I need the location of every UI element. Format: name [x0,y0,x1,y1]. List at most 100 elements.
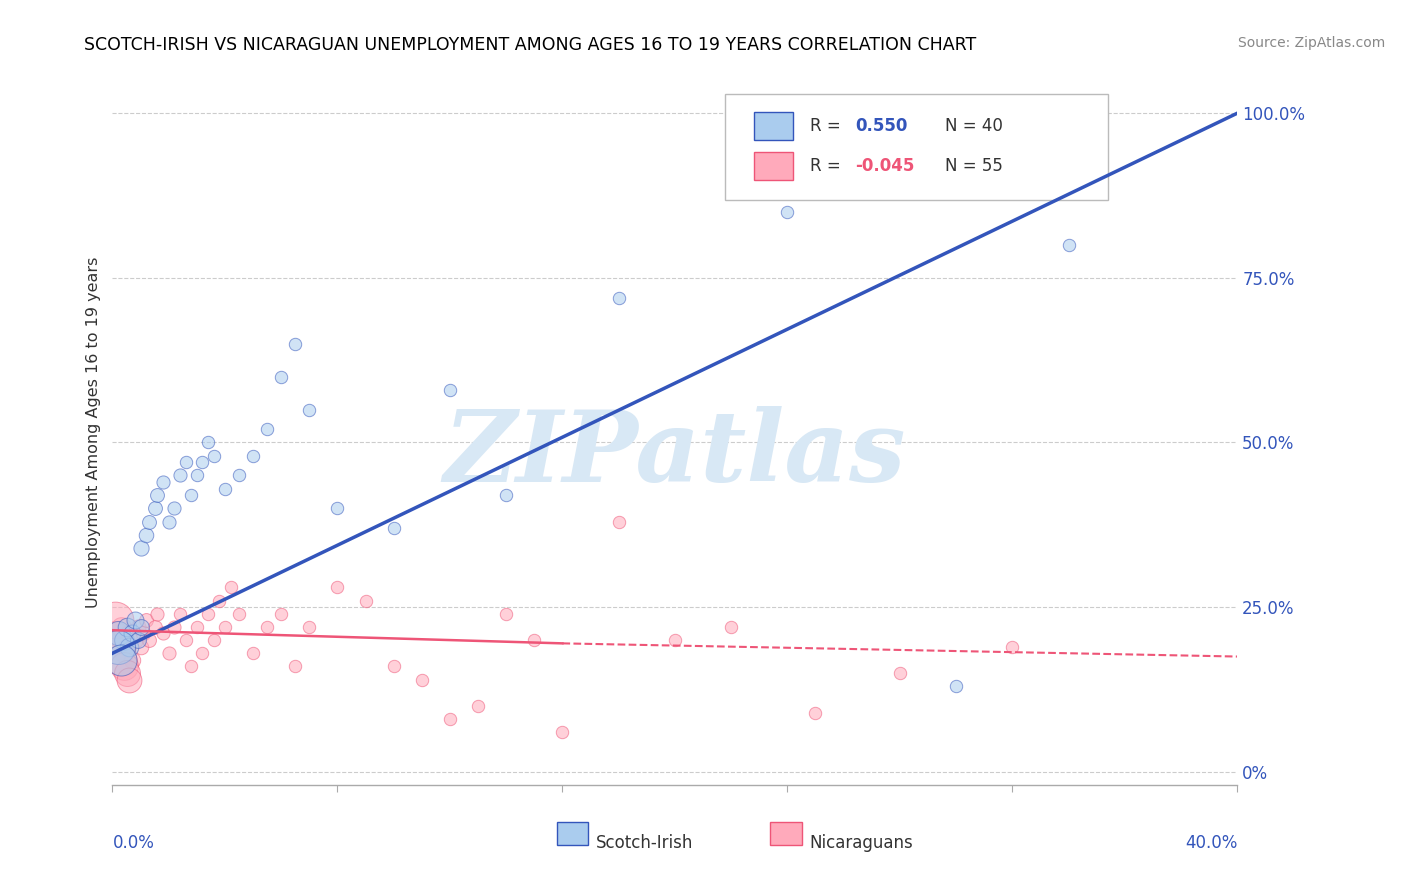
Point [118,640,141,654]
Point [110,653,132,667]
Point [121,626,143,640]
Text: Scotch-Irish: Scotch-Irish [596,834,693,852]
Point [127,620,149,634]
Point [228,607,250,621]
Point [112,633,135,648]
Point [1001,640,1024,654]
Point [124,633,146,648]
Point [186,468,208,483]
Text: R =: R = [810,157,841,175]
Point [242,449,264,463]
Point [107,640,129,654]
Point [214,482,236,496]
Text: 0.550: 0.550 [855,117,907,135]
Point [143,620,166,634]
Point [551,725,574,739]
Point [138,515,160,529]
Point [107,626,129,640]
Point [495,488,517,502]
Point [945,679,967,693]
Text: Nicaraguans: Nicaraguans [810,834,914,852]
Point [157,515,180,529]
Text: N = 55: N = 55 [945,157,1002,175]
Point [439,383,461,397]
Bar [754,153,793,180]
Point [143,501,166,516]
Point [284,659,307,673]
Point [191,646,214,660]
Point [146,607,169,621]
Point [115,640,138,654]
Point [191,455,214,469]
Point [107,640,129,654]
Point [110,653,132,667]
Point [163,620,186,634]
Point [219,581,242,595]
Point [132,626,155,640]
Point [284,336,307,351]
Point [180,659,202,673]
Point [112,646,135,660]
Point [228,468,250,483]
Text: -0.045: -0.045 [855,157,914,175]
Point [197,607,219,621]
Point [169,607,191,621]
Point [110,620,132,634]
Point [174,633,197,648]
Point [354,593,377,607]
Point [776,205,799,219]
Point [256,620,278,634]
Point [174,455,197,469]
Point [129,541,152,555]
Point [121,653,143,667]
Point [186,620,208,634]
Point [889,665,911,680]
Point [298,620,321,634]
Text: 40.0%: 40.0% [1185,834,1237,852]
Point [326,501,349,516]
Point [124,613,146,627]
Point [382,659,405,673]
Point [197,435,219,450]
Point [326,581,349,595]
Point [495,607,517,621]
Bar [557,822,588,845]
Point [607,291,630,305]
Point [118,673,141,687]
Point [1057,238,1080,252]
Y-axis label: Unemployment Among Ages 16 to 19 years: Unemployment Among Ages 16 to 19 years [86,257,101,608]
Point [107,633,129,648]
Point [115,665,138,680]
Point [439,712,461,726]
Bar [754,112,793,140]
Text: R =: R = [810,117,841,135]
Point [104,626,127,640]
Point [242,646,264,660]
Point [129,640,152,654]
Point [104,613,127,627]
Point [127,633,149,648]
Text: SCOTCH-IRISH VS NICARAGUAN UNEMPLOYMENT AMONG AGES 16 TO 19 YEARS CORRELATION CH: SCOTCH-IRISH VS NICARAGUAN UNEMPLOYMENT … [84,36,977,54]
Point [169,468,191,483]
Point [804,706,827,720]
Point [152,475,174,489]
Point [298,402,321,417]
Point [720,620,742,634]
Point [208,593,231,607]
Point [202,633,225,648]
Point [118,626,141,640]
Point [270,607,292,621]
Bar [770,822,801,845]
Text: 0.0%: 0.0% [112,834,155,852]
Point [157,646,180,660]
Point [146,488,169,502]
Point [202,449,225,463]
Point [467,698,489,713]
Text: ZIPatlas: ZIPatlas [444,406,905,502]
Point [112,659,135,673]
Point [180,488,202,502]
Point [129,620,152,634]
Point [163,501,186,516]
Text: Source: ZipAtlas.com: Source: ZipAtlas.com [1237,36,1385,50]
Point [382,521,405,535]
